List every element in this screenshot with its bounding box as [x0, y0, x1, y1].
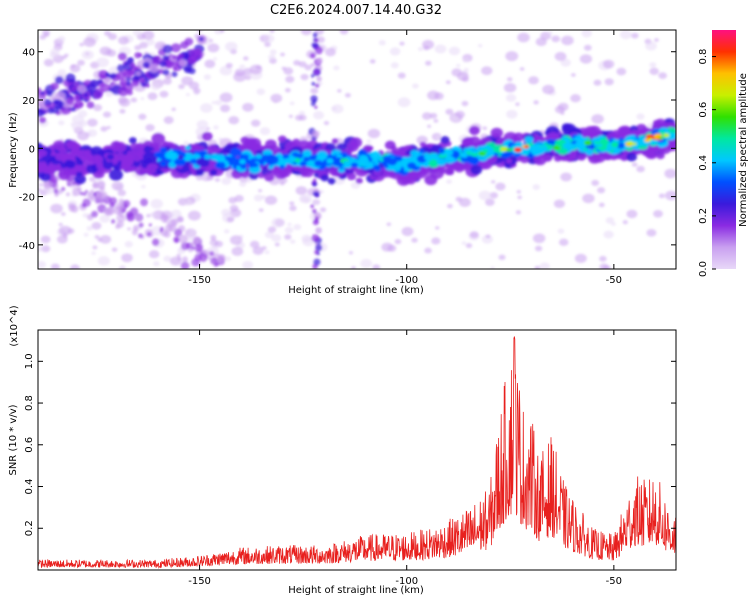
colorbar-tick-label: 0.6 [698, 102, 709, 118]
snr-series-line [38, 336, 676, 569]
spectrogram-ylabel: Frequency (Hz) [8, 112, 19, 188]
spectrogram-xtick-label: -150 [188, 275, 211, 286]
colorbar-label: Normalized spectral amplitude [738, 73, 749, 227]
colorbar-tick-label: 0.0 [698, 261, 709, 277]
snr-ytick-label: 0.4 [24, 479, 35, 495]
colorbar: 0.0 0.2 0.4 0.6 0.8 Normalized spectral ampl… [698, 30, 749, 277]
spectrogram-xlabel: Height of straight line (km) [288, 285, 424, 296]
snr-ytick-label: 1.0 [24, 353, 35, 369]
figure-title: C2E6.2024.007.14.40.G32 [270, 3, 442, 18]
snr-panel: -150 -100 -50 0.2 0.4 0.6 0.8 1.0 Height of str… [8, 305, 677, 596]
snr-ticks: -150 -100 -50 0.2 0.4 0.6 0.8 1.0 [24, 330, 676, 587]
colorbar-tick-label: 0.2 [698, 208, 709, 224]
snr-ylabel: SNR (10 * v/v) [8, 404, 19, 475]
colorbar-ticks: 0.0 0.2 0.4 0.6 0.8 [698, 49, 716, 277]
snr-ytick-label: 0.2 [24, 520, 35, 536]
spectrogram-frame [37, 29, 677, 270]
colorbar-tick-label: 0.8 [698, 49, 709, 65]
colorbar-scale [712, 30, 736, 269]
spectrogram-xtick-label: -50 [606, 275, 622, 286]
spectrogram-ytick-label: -40 [19, 241, 35, 252]
spectrogram-ytick-label: 20 [22, 96, 35, 107]
colorbar-tick-label: 0.4 [698, 155, 709, 171]
spectrogram-ticks: -150 -100 -50 -40 -20 0 20 40 [19, 30, 676, 286]
spectrogram-ytick-label: -20 [19, 193, 35, 204]
spectrogram-panel: -150 -100 -50 -40 -20 0 20 40 Height of straigh… [8, 29, 677, 296]
spectrogram-xtick-label: -100 [395, 275, 418, 286]
snr-ytick-label: 0.8 [24, 395, 35, 411]
spectrogram-ytick-label: 0 [29, 144, 35, 155]
snr-xtick-label: -150 [188, 576, 211, 587]
snr-xtick-label: -100 [395, 576, 418, 587]
spectrogram-ytick-label: 40 [22, 48, 35, 59]
snr-xtick-label: -50 [606, 576, 622, 587]
snr-ytick-label: 0.6 [24, 437, 35, 453]
spectrogram-heat [38, 30, 676, 269]
snr-scale-label: (x10^4) [9, 305, 20, 346]
snr-frame [37, 329, 677, 571]
snr-xlabel: Height of straight line (km) [288, 585, 424, 596]
